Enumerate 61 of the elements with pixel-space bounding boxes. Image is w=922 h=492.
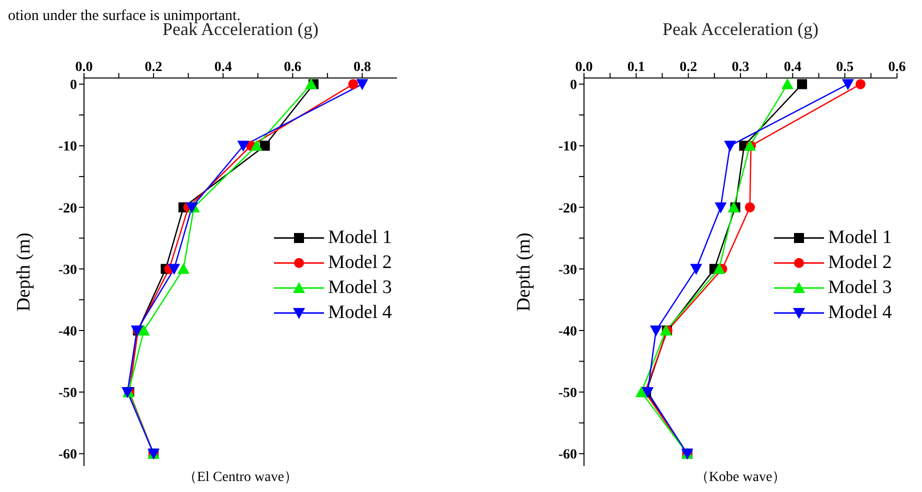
y-tick-label: -20 [58,201,77,216]
y-tick-label: -40 [558,324,577,340]
point [650,326,662,337]
x-tick-label: 0.3 [732,60,750,75]
y-tick-label: -10 [558,140,577,155]
point [168,264,180,275]
point [744,202,755,212]
y-tick-label: 0 [70,78,77,94]
point [797,79,808,90]
point [138,324,150,336]
y-axis-title: Depth (m) [513,232,535,312]
x-tick-label: 0.2 [144,60,162,75]
point [855,79,866,90]
x-tick-label: 0.0 [575,60,593,75]
y-tick-label: -10 [58,140,77,155]
legend-label: Model 3 [328,276,392,299]
y-tick-label: -30 [558,262,577,278]
x-tick-label: 0.6 [284,60,302,75]
x-tick-label: 0.5 [836,60,854,75]
y-tick-label: -50 [58,386,77,402]
legend-label: Model 4 [328,302,392,324]
point [348,79,358,90]
legend-label: Model 1 [828,226,892,249]
y-tick-label: -20 [558,201,577,216]
y-tick-label: -60 [58,448,77,463]
text: （Kobe wave） [694,469,788,486]
x-tick-label: 0.2 [680,60,698,75]
text: （El Centro wave） [182,469,300,486]
point [713,262,726,274]
y-axis-title: Depth (m) [13,232,35,312]
y-tick-label: 0 [570,78,577,94]
point [260,140,270,151]
point [177,262,190,274]
point [305,78,318,90]
x-tick-label: 0.8 [353,60,371,75]
x-tick-label: 0.4 [214,60,232,75]
y-tick-label: -30 [58,262,77,278]
point [635,386,648,398]
point [724,140,736,152]
x-tick-label: 0.1 [627,60,645,75]
x-tick-label: 0.6 [888,60,906,75]
point [714,202,727,214]
legend-label: Model 3 [828,276,892,299]
point [356,79,368,90]
point [728,201,740,212]
legend-label: Model 2 [828,252,892,274]
legend-label: Model 2 [328,252,392,274]
y-tick-label: -50 [558,386,577,402]
point [250,140,262,151]
x-axis-title: Peak Acceleration (g) [662,18,818,39]
y-tick-label: -60 [558,448,577,463]
legend-label: Model 4 [828,302,892,324]
point [642,387,654,398]
point [842,79,854,90]
point [690,264,702,275]
x-tick-label: 0.4 [784,60,802,75]
legend-label: Model 1 [328,226,392,249]
point [781,78,794,90]
point [237,140,250,152]
y-tick-label: -40 [58,324,77,340]
x-tick-label: 0.0 [75,60,93,75]
